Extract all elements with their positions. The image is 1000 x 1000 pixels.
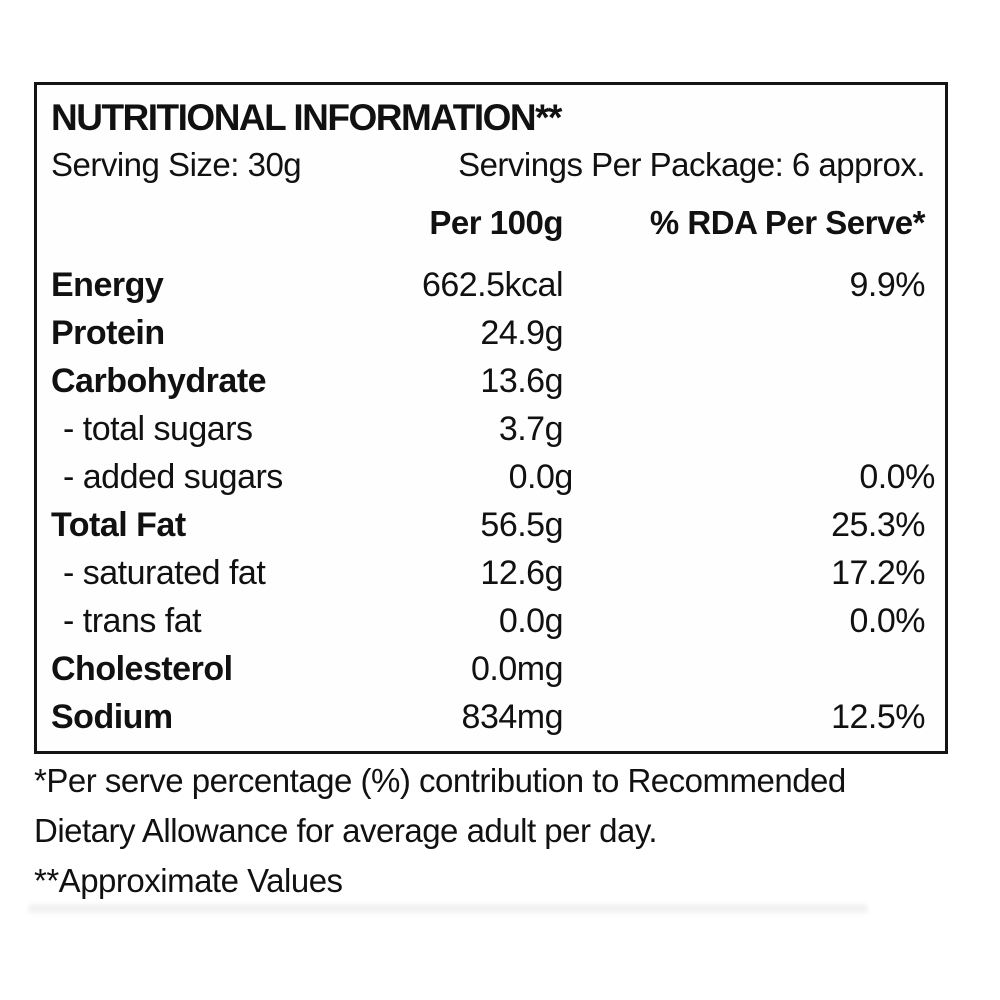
row-per100g-value: 13.6g — [480, 362, 563, 400]
row-rda-value: 0.0% — [859, 458, 935, 496]
column-header-per100g: Per 100g — [429, 204, 563, 241]
row-per100g-value: 12.6g — [480, 554, 563, 592]
serving-size: Serving Size: 30g — [51, 146, 302, 183]
servings-per-package: Servings Per Package: 6 approx. — [458, 146, 925, 183]
row-rda-value — [563, 309, 925, 357]
table-row-energy: Energy 662.5kcal 9.9% — [51, 261, 926, 309]
row-rda-value: 12.5% — [831, 698, 925, 736]
footnotes: *Per serve percentage (%) contribution t… — [34, 756, 934, 906]
row-rda-value — [563, 405, 925, 453]
row-label: Protein — [51, 314, 165, 352]
row-rda-value — [563, 645, 925, 693]
footnote-approximate: **Approximate Values — [34, 862, 343, 899]
table-row-cholesterol: Cholesterol 0.0mg — [51, 645, 925, 693]
column-header-spacer — [51, 201, 273, 245]
nutrient-rows: Energy 662.5kcal 9.9% Protein 24.9g Carb… — [51, 261, 935, 741]
row-rda-value: 0.0% — [849, 602, 926, 640]
table-row-sodium: Sodium 834mg 12.5% — [51, 693, 926, 741]
row-per100g-value: 0.0g — [508, 458, 574, 496]
row-label: Energy — [51, 266, 164, 304]
nutrition-table: NUTRITIONAL INFORMATION** Serving Size: … — [34, 82, 948, 754]
row-rda-value: 9.9% — [849, 266, 926, 304]
column-header-row: Per 100g % RDA Per Serve* — [51, 201, 925, 245]
row-per100g-value: 662.5kcal — [421, 266, 564, 304]
row-label: Cholesterol — [51, 650, 233, 688]
table-row-carbohydrate: Carbohydrate 13.6g — [51, 357, 925, 405]
row-per100g-value: 0.0g — [498, 602, 564, 640]
table-row-protein: Protein 24.9g — [51, 309, 925, 357]
row-per100g-value: 56.5g — [480, 506, 563, 544]
row-rda-value: 17.2% — [831, 554, 925, 592]
cropped-text-artifact — [28, 904, 868, 913]
row-rda-value: 25.3% — [831, 506, 925, 544]
column-header-rda: % RDA Per Serve* — [649, 204, 926, 241]
row-per100g-value: 834mg — [461, 698, 564, 736]
page-title: NUTRITIONAL INFORMATION** — [51, 97, 562, 138]
table-row-added-sugars: - added sugars 0.0g 0.0% — [51, 453, 935, 501]
table-row-total-fat: Total Fat 56.5g 25.3% — [51, 501, 926, 549]
row-label: Total Fat — [51, 506, 186, 544]
row-label: - saturated fat — [63, 554, 266, 592]
table-row-saturated-fat: - saturated fat 12.6g 17.2% — [51, 549, 926, 597]
row-per100g-value: 3.7g — [498, 410, 564, 448]
row-per100g-value: 0.0mg — [471, 650, 564, 688]
table-row-total-sugars: - total sugars 3.7g — [51, 405, 925, 453]
row-per100g-value: 24.9g — [480, 314, 563, 352]
row-label: - trans fat — [63, 602, 202, 640]
row-label: Sodium — [51, 698, 173, 736]
table-row-trans-fat: - trans fat 0.0g 0.0% — [51, 597, 926, 645]
footnote-per-serve: *Per serve percentage (%) contribution t… — [34, 762, 846, 849]
row-rda-value — [563, 357, 925, 405]
row-label: Carbohydrate — [51, 362, 267, 400]
row-label: - added sugars — [63, 458, 283, 496]
serving-info-row: Serving Size: 30g Servings Per Package: … — [51, 143, 925, 187]
row-label: - total sugars — [63, 410, 253, 448]
